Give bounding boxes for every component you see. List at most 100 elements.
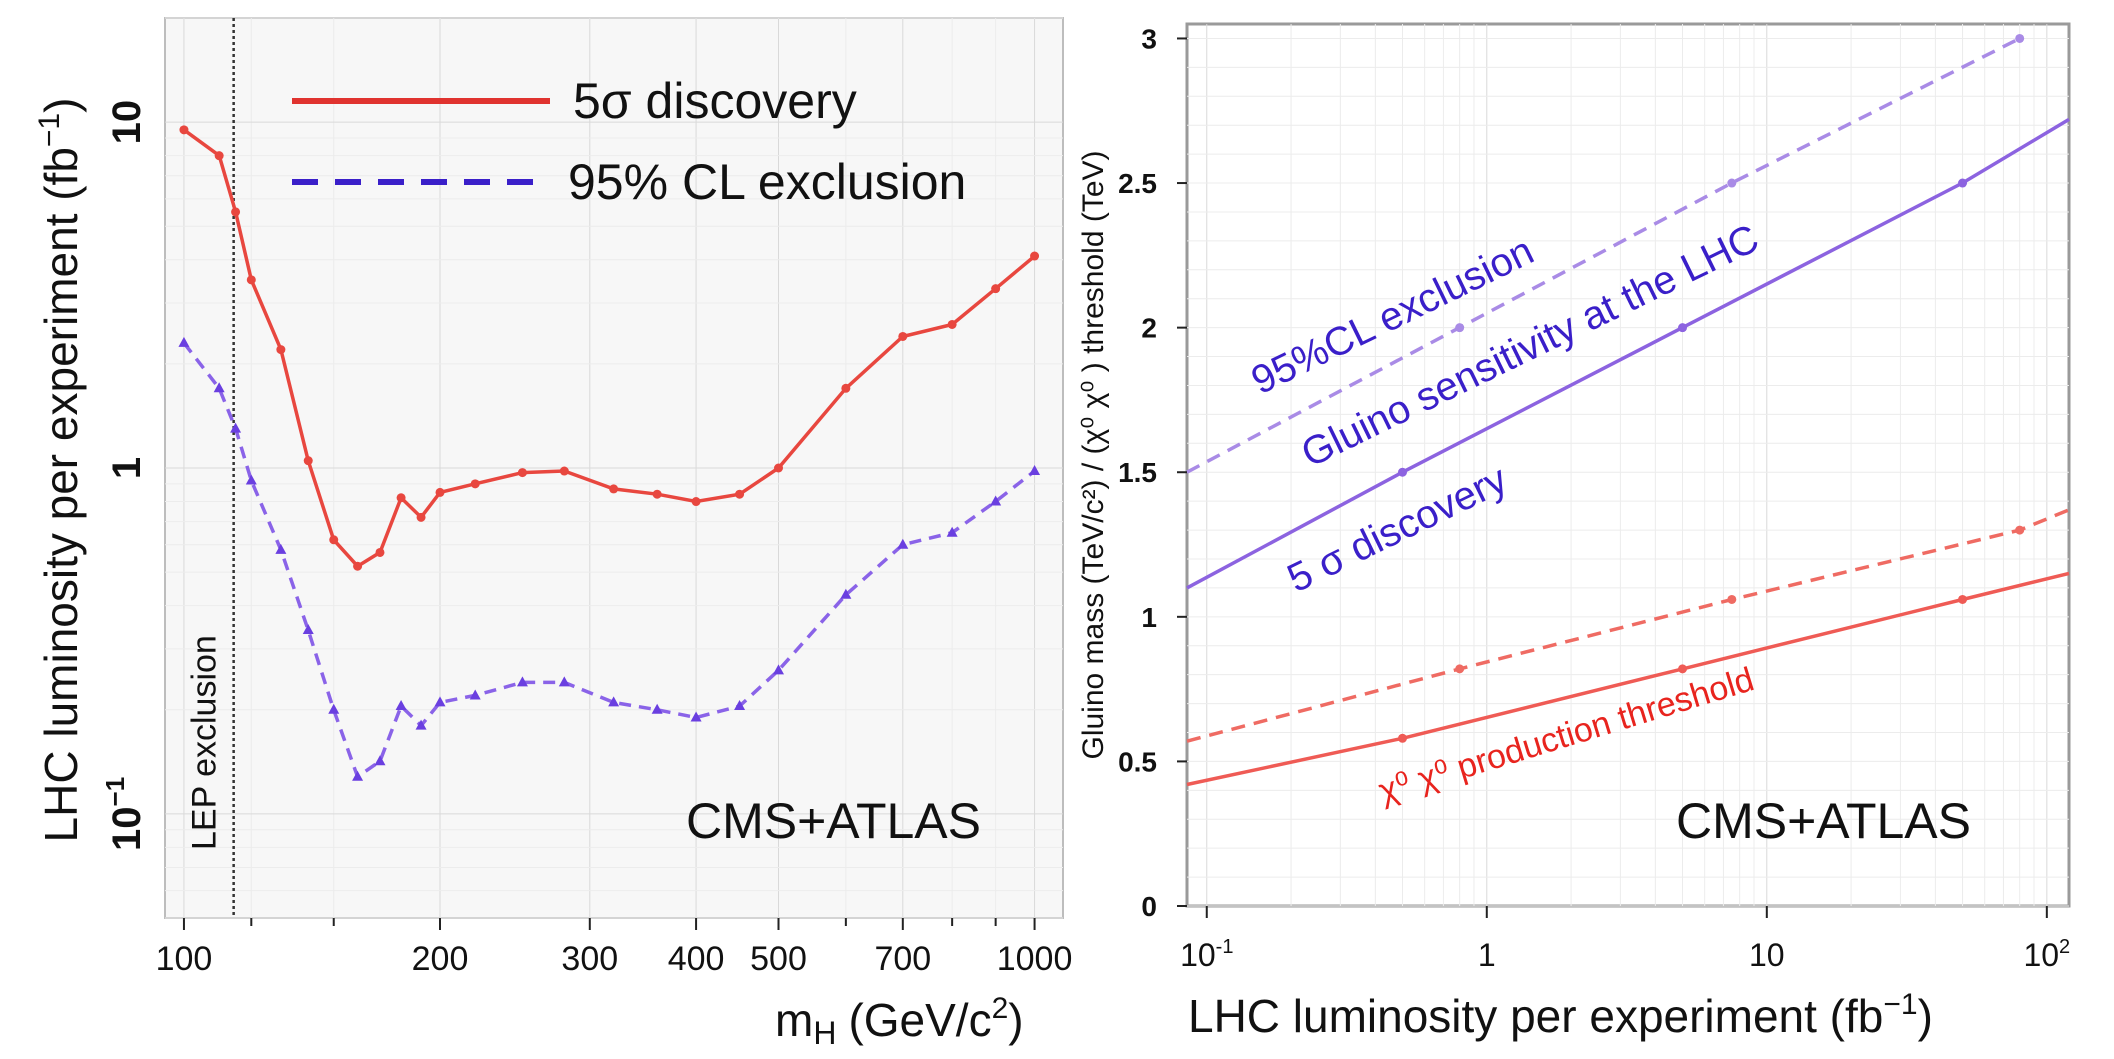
right-point-0-1	[1727, 178, 1737, 188]
right-y-ticks: 0 0.5 1 1.5 2 2.5 3	[1118, 23, 1187, 922]
right-point-1-0	[1397, 467, 1407, 477]
left-point-discovery-5	[303, 456, 313, 466]
left-point-exclusion-19	[773, 664, 785, 675]
left-point-discovery-2	[231, 207, 241, 217]
right-gridlines	[1187, 24, 2069, 907]
right-series-line-0	[1186, 36, 2021, 474]
left-xtick-label-3: 400	[668, 940, 725, 978]
left-y-label-close: )	[35, 98, 87, 113]
left-point-exclusion-14	[558, 676, 570, 687]
right-ytick-label-0: 0	[1141, 891, 1157, 922]
left-legend: 5σ discovery 95% CL exclusion	[292, 73, 966, 210]
left-point-exclusion-6	[328, 703, 340, 714]
left-point-exclusion-11	[434, 696, 446, 707]
left-gridlines	[165, 17, 1063, 919]
left-xtick-label-1: 200	[412, 940, 469, 978]
left-x-label-unit-sup: 2	[992, 992, 1009, 1025]
left-x-label-m: m	[775, 994, 813, 1046]
left-xtick-label-4: 500	[750, 940, 807, 978]
right-chart-gluino: 10-1 1 10 102 00.511.522.53 95%CL exclusion…	[1077, 22, 2071, 1042]
right-ytick-label-6: 3	[1141, 23, 1157, 54]
left-xtick-label-5: 700	[874, 940, 931, 978]
left-ytick-label-0: 10	[105, 100, 149, 145]
left-chart-higgs: LEP exclusion 100 200 300 400 500 700 1000 10 1…	[33, 17, 1073, 1051]
left-point-discovery-6	[329, 535, 339, 545]
right-ytick-label-3: 1.5	[1118, 457, 1157, 488]
right-x-ticks: 10-1 1 10 102	[1180, 906, 2070, 973]
left-point-discovery-20	[841, 383, 851, 393]
left-point-exclusion-7	[352, 770, 364, 781]
left-point-discovery-18	[735, 489, 745, 499]
right-ytick-label-1: 0.5	[1118, 746, 1157, 777]
left-point-discovery-21	[898, 331, 908, 341]
left-point-exclusion-20	[840, 588, 852, 599]
left-annotation-cms-atlas: CMS+ATLAS	[686, 793, 981, 849]
left-point-exclusion-22	[946, 526, 958, 537]
right-point-2-1	[1727, 594, 1737, 604]
right-x-label-text: LHC luminosity per experiment (fb	[1188, 990, 1883, 1042]
left-point-discovery-15	[609, 484, 619, 494]
right-point-3-2	[1958, 594, 1968, 604]
left-point-exclusion-10	[415, 719, 427, 730]
left-point-exclusion-8	[374, 755, 386, 766]
left-x-ticks: 100 200 300 400 500 700 1000	[156, 918, 1073, 978]
right-point-2-2	[2015, 525, 2025, 535]
left-point-discovery-9	[396, 493, 406, 503]
left-point-discovery-3	[246, 275, 256, 285]
left-point-exclusion-4	[275, 543, 287, 554]
left-x-axis-label: mH (GeV/c2)	[775, 992, 1024, 1051]
left-point-exclusion-15	[608, 696, 620, 707]
left-xtick-label-2: 300	[561, 940, 618, 978]
left-point-discovery-14	[559, 466, 569, 476]
left-point-discovery-22	[947, 319, 957, 329]
left-point-exclusion-0	[178, 336, 190, 347]
right-point-0-2	[2015, 33, 2025, 43]
left-point-discovery-17	[691, 497, 701, 507]
left-point-discovery-10	[416, 512, 426, 522]
left-point-discovery-4	[276, 345, 286, 355]
right-x-axis-label: LHC luminosity per experiment (fb−1)	[1188, 988, 1933, 1042]
right-point-0-0	[1455, 323, 1465, 333]
right-y-axis-label: Gluino mass (TeV/c²) / (χ⁰ χ⁰ ) threshol…	[1077, 150, 1110, 759]
left-point-exclusion-1	[213, 382, 225, 393]
left-x-label-close: )	[1008, 994, 1023, 1046]
right-ytick-label-4: 2	[1141, 313, 1157, 344]
left-x-label-sub: H	[813, 1015, 836, 1051]
lep-exclusion: LEP exclusion	[186, 18, 235, 918]
right-xtick-label-0: 10-1	[1180, 936, 1233, 973]
left-y-label-sup: −1	[33, 113, 66, 147]
legend-label-exclusion: 95% CL exclusion	[568, 154, 966, 210]
left-xtick-label-6: 1000	[997, 940, 1073, 978]
right-point-1-1	[1678, 323, 1688, 333]
left-xtick-label-0: 100	[156, 940, 213, 978]
left-point-discovery-8	[375, 547, 385, 557]
left-point-discovery-16	[652, 489, 662, 499]
left-series	[178, 125, 1041, 781]
left-x-label-unit: (GeV/c	[848, 994, 991, 1046]
right-ytick-label-2: 1	[1141, 602, 1157, 633]
left-point-exclusion-13	[516, 676, 528, 687]
left-point-discovery-23	[991, 284, 1001, 294]
left-y-label-text: LHC luminosity per experiment (fb	[35, 147, 87, 842]
right-x-label-close: )	[1918, 990, 1933, 1042]
left-point-exclusion-18	[734, 700, 746, 711]
right-series	[1186, 33, 2070, 787]
left-point-discovery-11	[435, 487, 445, 497]
left-point-exclusion-23	[990, 495, 1002, 506]
left-y-axis-label: LHC luminosity per experiment (fb−1)	[33, 98, 87, 843]
right-point-3-1	[1678, 664, 1688, 674]
left-point-discovery-13	[517, 468, 527, 478]
left-point-exclusion-9	[395, 700, 407, 711]
left-point-discovery-12	[470, 479, 480, 489]
right-xtick-label-2: 10	[1749, 937, 1785, 973]
left-point-discovery-0	[179, 125, 189, 135]
left-point-exclusion-12	[469, 689, 481, 700]
right-point-1-2	[1958, 178, 1968, 188]
right-annotation-cms-atlas: CMS+ATLAS	[1676, 793, 1971, 849]
left-point-discovery-1	[214, 151, 224, 161]
left-point-exclusion-2	[230, 422, 242, 433]
left-point-discovery-19	[774, 463, 784, 473]
right-ytick-label-5: 2.5	[1118, 168, 1157, 199]
right-xtick-label-1: 1	[1478, 937, 1496, 973]
